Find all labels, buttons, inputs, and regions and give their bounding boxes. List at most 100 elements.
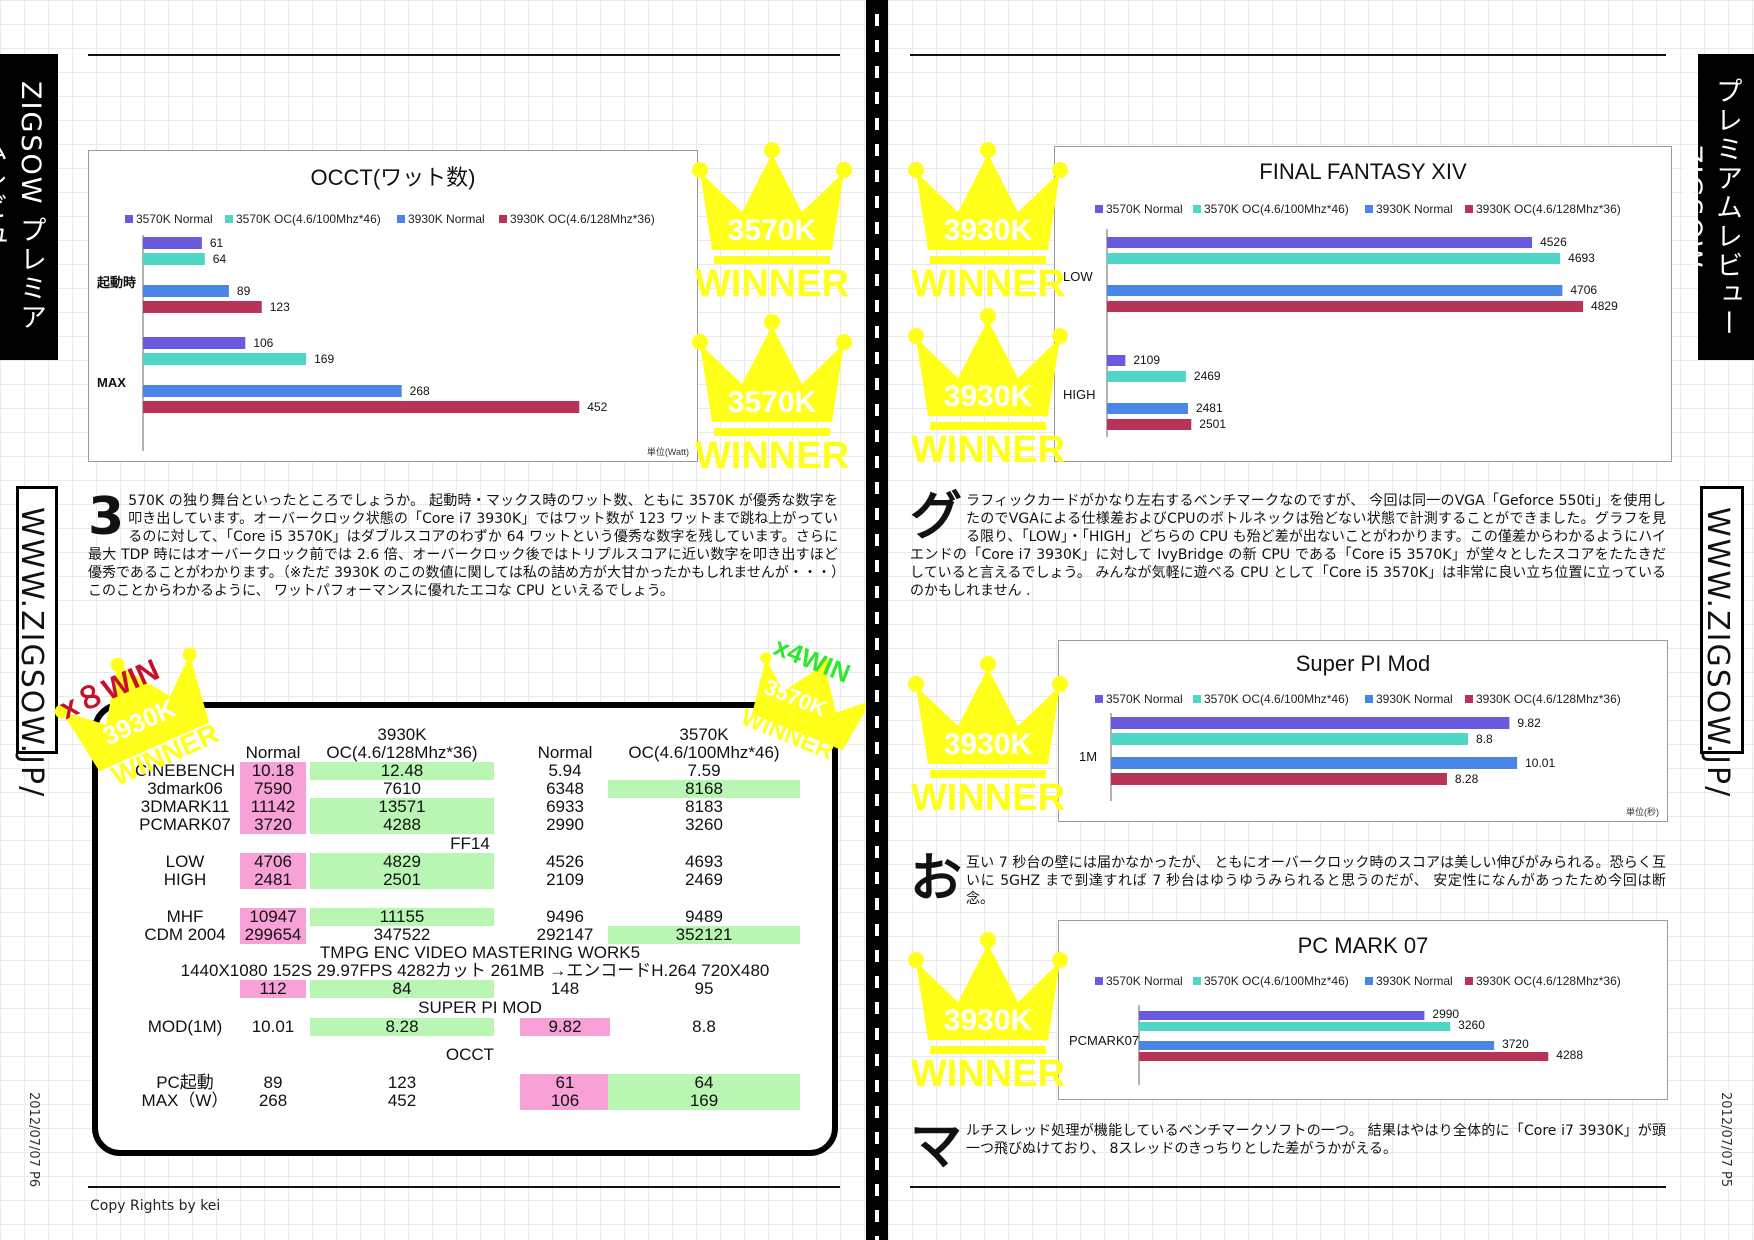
legend-swatch (225, 215, 233, 223)
winner-label: WINNER (695, 263, 849, 300)
legend-swatch (1193, 695, 1201, 703)
right-page: プレミアムレビュー ZIGSOW WWW.ZIGSOW.JP/ 2012/07/… (888, 0, 1754, 1240)
bar (143, 301, 262, 313)
page-spine (866, 0, 888, 1240)
row-label: CINEBENCH (134, 761, 236, 780)
bottom-rule (910, 1186, 1666, 1188)
paragraph-text: ルチスレッド処理が機能しているベンチマークソフトの一つ。 結果はやはり全体的に「… (966, 1123, 1666, 1157)
site-url: WWW.ZIGSOW.JP/ (1700, 486, 1744, 798)
chart-title: FINAL FANTASY XIV (1259, 159, 1467, 184)
bar (1111, 717, 1510, 729)
data-label: 123 (270, 300, 290, 314)
table-cell: 3260 (685, 815, 723, 834)
data-label: 106 (253, 336, 273, 350)
table-cell: 12.48 (310, 762, 494, 780)
legend-swatch (1465, 205, 1473, 213)
crown-jewel (980, 142, 996, 158)
crown-jewel (764, 314, 780, 330)
table-cell: 148 (550, 979, 580, 998)
table-cell: 9.82 (520, 1018, 610, 1036)
paragraph-text: ラフィックカードがかなり左右するベンチマークなのですが、 今回は同一のVGA「G… (910, 493, 1666, 599)
table-cell: 10.01 (251, 1017, 295, 1036)
table-cell: 2501 (310, 871, 494, 889)
bar (1139, 1022, 1451, 1031)
table-cell: 299654 (240, 926, 306, 944)
row-label: MAX（W） (141, 1091, 229, 1110)
table-cell: 84 (310, 980, 494, 998)
bar (1111, 757, 1518, 769)
crown-winner: 3570K WINNER (692, 140, 852, 305)
drop-cap: マ (910, 1117, 963, 1177)
crown-shape (916, 944, 1060, 1040)
data-label: 61 (210, 236, 224, 250)
table-cell: 11142 (240, 798, 306, 816)
crown-jewel (980, 308, 996, 324)
data-label: 9.82 (1517, 716, 1541, 730)
review-tab: プレミアムレビュー ZIGSOW (1676, 54, 1754, 360)
table-cell: 169 (608, 1092, 800, 1110)
chart-title: PC MARK 07 (1298, 933, 1429, 958)
crown-shape (916, 320, 1060, 416)
bar (1107, 355, 1126, 366)
crown-band (930, 422, 1046, 430)
winner-label: WINNER (911, 1053, 1065, 1090)
col-header: OC(4.6/100Mhz*46) (628, 743, 780, 762)
page-date: 2012/07/07 P5 (1718, 1092, 1733, 1188)
data-label: 3260 (1458, 1018, 1485, 1032)
crown-jewel (1052, 162, 1068, 178)
data-label: 3720 (1502, 1037, 1529, 1051)
tab-line1: ZIGSOW (15, 81, 46, 206)
crown-band (930, 770, 1046, 778)
unit-label: 単位(秒) (1626, 806, 1659, 817)
legend-item: 3930K OC(4.6/128Mhz*36) (1476, 692, 1621, 706)
data-label: 268 (410, 384, 430, 398)
crown-shape (700, 326, 844, 422)
crown-jewel (764, 142, 780, 158)
category-label: MAX (97, 375, 126, 390)
table-cell: 2469 (685, 870, 723, 889)
bar (143, 353, 307, 365)
legend-item: 3570K OC(4.6/100Mhz*46) (1204, 692, 1349, 706)
bar (1107, 301, 1584, 312)
paragraph-text: 570K の独り舞台といったところでしょうか。 起動時・マックス時のワット数、と… (88, 493, 838, 599)
crown-winner: 3930K WINNER (908, 930, 1068, 1095)
data-label: 2990 (1432, 1007, 1459, 1021)
bar (143, 237, 202, 249)
col-header: OC(4.6/128Mhz*36) (326, 743, 478, 762)
crown-shape (916, 668, 1060, 764)
crown-jewel (980, 932, 996, 948)
row-label: CDM 2004 (144, 925, 226, 944)
table-cell: 61 (520, 1074, 610, 1092)
winner-cpu: 3930K (944, 380, 1033, 413)
row-label: PCMARK07 (139, 815, 231, 834)
legend-item: 3570K OC(4.6/100Mhz*46) (1204, 202, 1349, 216)
data-label: 169 (314, 352, 334, 366)
crown-band (930, 1046, 1046, 1054)
review-tab: ZIGSOW プレミアムレビュー (0, 54, 58, 360)
legend-swatch (1465, 977, 1473, 985)
table-cell: 13571 (310, 798, 494, 816)
ff14-paragraph: グ ラフィックカードがかなり左右するベンチマークなのですが、 今回は同一のVGA… (910, 491, 1666, 600)
data-label: 4706 (1570, 283, 1597, 297)
table-cell: 8168 (608, 780, 800, 798)
top-rule (910, 54, 1666, 56)
table-cell: 123 (387, 1073, 417, 1092)
copyright: Copy Rights by kei (90, 1198, 221, 1214)
data-label: 2469 (1194, 369, 1221, 383)
winner-label: WINNER (911, 263, 1065, 300)
crown-jewel (836, 162, 852, 178)
crown-jewel (1052, 676, 1068, 692)
table-cell: 352121 (608, 926, 800, 944)
bar (1111, 733, 1469, 745)
crown-jewel (908, 328, 924, 344)
chart-ff14: FINAL FANTASY XIV 3570K Normal 3570K OC(4.… (1054, 146, 1672, 462)
bar (143, 337, 246, 349)
superpi-paragraph: お 互い 7 秒台の壁には届かなかったが、 ともにオーバークロック時のスコアは美… (910, 853, 1666, 908)
crown-jewel (836, 334, 852, 350)
bar (1107, 403, 1188, 414)
table-cell: 9496 (546, 907, 584, 926)
crown-band (930, 256, 1046, 264)
chart-superpi: Super PI Mod 3570K Normal 3570K OC(4.6/100… (1058, 640, 1668, 822)
col-header: 3570K (679, 725, 729, 744)
section-header: OCCT (445, 1045, 495, 1064)
